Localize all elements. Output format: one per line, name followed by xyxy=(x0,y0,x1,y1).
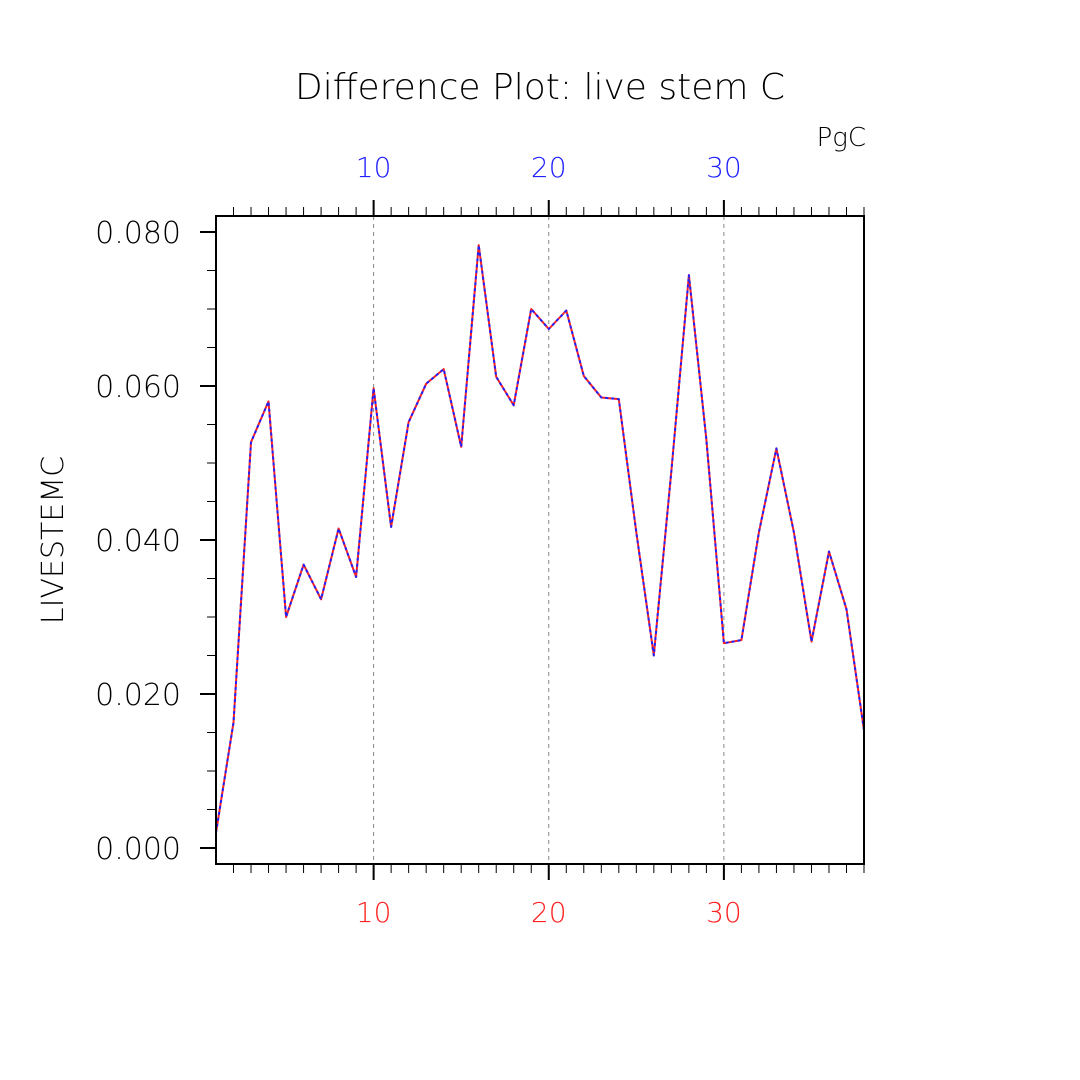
grid-lines xyxy=(373,216,725,864)
y-tick-label-2: 0.040 xyxy=(95,524,181,559)
series-layer xyxy=(215,244,865,833)
x-tick-label-top-20: 20 xyxy=(531,151,567,184)
x-tick-label-bottom-20: 20 xyxy=(531,896,567,929)
tick-labels: 10 10 20 20 30 30 0.000 0.020 0.040 0.060 0.080 xyxy=(95,151,742,929)
series-line-1 xyxy=(215,244,865,833)
x-tick-label-top-10: 10 xyxy=(356,151,392,184)
x-tick-label-top-30: 30 xyxy=(706,151,742,184)
y-axis-label: LIVESTEMC xyxy=(36,456,71,624)
plot-frame xyxy=(215,215,865,865)
y-tick-label-3: 0.060 xyxy=(95,370,181,405)
x-tick-label-bottom-10: 10 xyxy=(356,896,392,929)
units-label: PgC xyxy=(817,123,866,153)
x-tick-label-bottom-30: 30 xyxy=(706,896,742,929)
y-tick-label-1: 0.020 xyxy=(95,678,181,713)
axis-ticks xyxy=(200,200,865,880)
y-tick-label-4: 0.080 xyxy=(95,216,181,251)
series-line-0 xyxy=(215,244,865,833)
y-tick-label-0: 0.000 xyxy=(95,832,181,867)
chart-title: Difference Plot: live stem C xyxy=(295,67,785,108)
